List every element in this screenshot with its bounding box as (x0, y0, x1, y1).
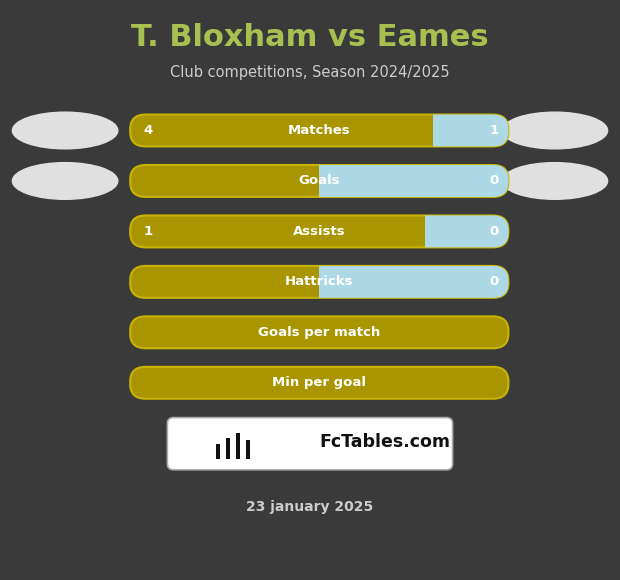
Bar (319, 160, 515, 202)
Bar (216, 444, 220, 459)
FancyBboxPatch shape (130, 317, 508, 348)
FancyBboxPatch shape (130, 367, 508, 399)
Text: 4: 4 (144, 124, 153, 137)
FancyBboxPatch shape (167, 418, 453, 470)
Text: 1: 1 (490, 124, 499, 137)
Text: Assists: Assists (293, 225, 345, 238)
Text: Matches: Matches (288, 124, 351, 137)
Text: FcTables.com: FcTables.com (319, 433, 450, 451)
Text: Hattricks: Hattricks (285, 276, 353, 288)
FancyBboxPatch shape (130, 165, 508, 197)
FancyBboxPatch shape (130, 114, 508, 146)
Ellipse shape (502, 112, 608, 149)
Text: Goals: Goals (298, 175, 340, 187)
Text: 0: 0 (490, 175, 499, 187)
Bar (425, 210, 515, 253)
FancyBboxPatch shape (130, 215, 508, 247)
Text: 23 january 2025: 23 january 2025 (246, 501, 374, 514)
Bar (433, 109, 515, 152)
Text: T. Bloxham vs Eames: T. Bloxham vs Eames (131, 23, 489, 52)
Text: 0: 0 (490, 276, 499, 288)
Bar (226, 438, 230, 459)
FancyBboxPatch shape (130, 114, 508, 146)
FancyBboxPatch shape (130, 165, 508, 197)
Text: 0: 0 (490, 225, 499, 238)
Ellipse shape (502, 162, 608, 200)
Text: Min per goal: Min per goal (272, 376, 366, 389)
Bar (236, 433, 240, 459)
Ellipse shape (12, 112, 118, 149)
Text: Club competitions, Season 2024/2025: Club competitions, Season 2024/2025 (170, 65, 450, 80)
Ellipse shape (12, 162, 118, 200)
Text: Goals per match: Goals per match (258, 326, 381, 339)
Text: 1: 1 (144, 225, 153, 238)
FancyBboxPatch shape (130, 266, 508, 298)
Bar (319, 260, 515, 304)
Bar (246, 440, 250, 459)
FancyBboxPatch shape (130, 266, 508, 298)
FancyBboxPatch shape (130, 215, 508, 247)
